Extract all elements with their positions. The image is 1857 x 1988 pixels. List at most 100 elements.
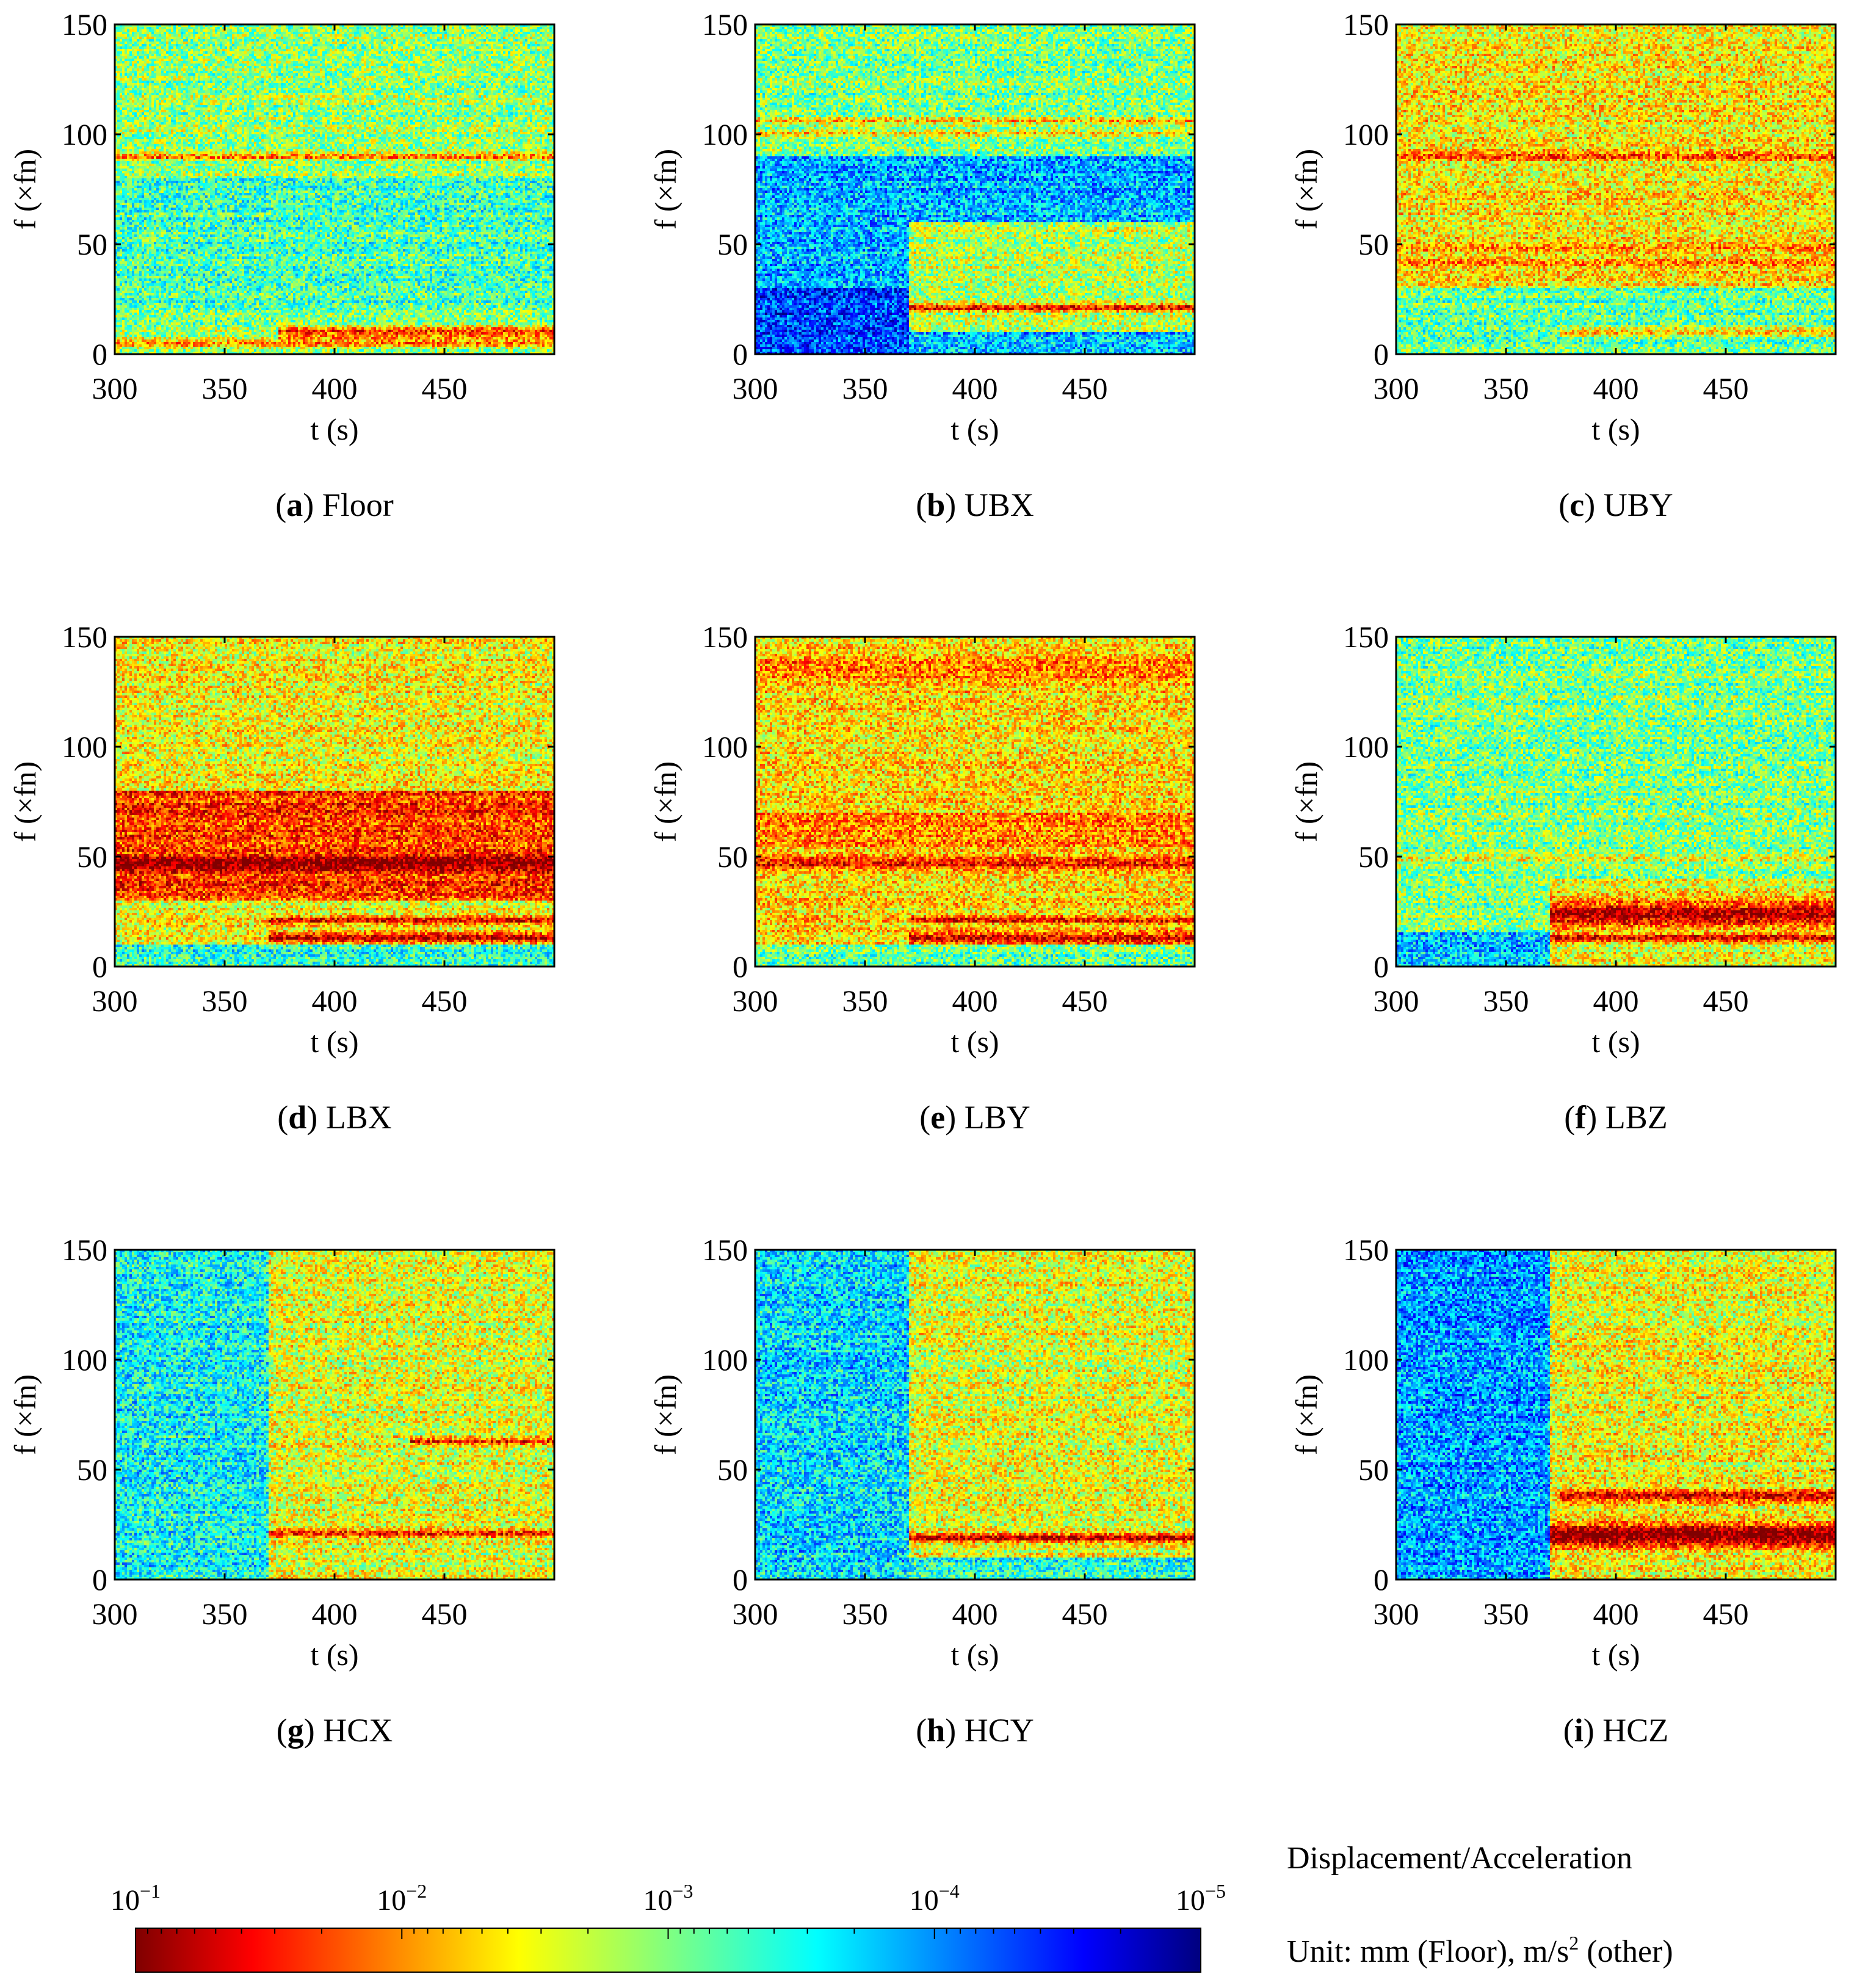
panel-e: 300 350 400 450 0 50 100 150 t (s) f (×fn) (e) LBY <box>648 620 1196 1136</box>
x-axis-label: t (s) <box>310 412 358 446</box>
panel-caption: (b) UBX <box>916 487 1034 523</box>
spectrogram-h <box>755 1250 1195 1580</box>
panel-caption: (i) HCZ <box>1563 1712 1668 1749</box>
caption-name: LBZ <box>1605 1099 1668 1136</box>
y-tick-label: 50 <box>77 840 107 874</box>
x-tick-label: 350 <box>1483 984 1529 1018</box>
y-tick-label: 100 <box>1343 730 1389 764</box>
y-axis-label: f (×fn) <box>1289 761 1323 842</box>
colorbar-unit-prefix: Unit: mm (Floor), m/s <box>1287 1934 1569 1969</box>
colorbar-label-exp: −4 <box>939 1880 960 1902</box>
panel-caption: (f) LBZ <box>1564 1099 1667 1136</box>
colorbar-label-exp: −2 <box>406 1880 427 1902</box>
colorbar-label-exp: −1 <box>140 1880 161 1902</box>
x-tick-label: 450 <box>1062 1597 1108 1631</box>
caption-name: LBX <box>326 1099 392 1136</box>
caption-open-paren: ( <box>1558 487 1569 523</box>
colorbar-label-exp: −5 <box>1205 1880 1226 1902</box>
caption-letter: a <box>286 487 303 523</box>
colorbar-ticks <box>147 1928 1201 1939</box>
y-tick-label: 50 <box>1358 227 1389 261</box>
caption-name: LBY <box>965 1099 1030 1136</box>
y-tick-label: 50 <box>717 1453 748 1487</box>
caption-open-paren: ( <box>277 1712 288 1749</box>
colorbar-label: 10−3 <box>643 1880 693 1917</box>
caption-open-paren: ( <box>277 1099 288 1136</box>
caption-open-paren: ( <box>916 487 927 523</box>
y-tick-label: 100 <box>62 730 107 764</box>
caption-open-paren: ( <box>919 1099 930 1136</box>
x-tick-label: 300 <box>92 371 138 405</box>
y-tick-label: 100 <box>702 730 748 764</box>
x-axis-label: t (s) <box>950 412 999 446</box>
y-tick-label: 150 <box>1343 1233 1389 1267</box>
y-tick-label: 50 <box>77 1453 107 1487</box>
colorbar-label-base: 10 <box>110 1884 140 1917</box>
y-tick-label: 150 <box>62 1233 107 1267</box>
y-axis-label: f (×fn) <box>648 761 682 842</box>
caption-name: UBX <box>965 487 1034 523</box>
y-tick-label: 100 <box>62 1343 107 1377</box>
x-tick-label: 400 <box>1593 1597 1639 1631</box>
x-tick-label: 300 <box>733 984 778 1018</box>
x-tick-label: 450 <box>422 984 468 1018</box>
caption-open-paren: ( <box>1563 1712 1574 1749</box>
caption-close-paren: ) <box>1586 1099 1605 1136</box>
x-axis-label: t (s) <box>310 1638 358 1672</box>
colorbar-unit-suffix: (other) <box>1579 1934 1673 1969</box>
caption-letter: g <box>288 1712 304 1749</box>
caption-name: UBY <box>1604 487 1673 523</box>
caption-close-paren: ) <box>945 487 964 523</box>
caption-letter: b <box>927 487 945 523</box>
spectrogram-b <box>755 24 1195 354</box>
y-tick-label: 0 <box>1374 949 1389 984</box>
y-tick-label: 50 <box>1358 1453 1389 1487</box>
y-tick-label: 0 <box>1374 337 1389 371</box>
caption-close-paren: ) <box>1584 1712 1602 1749</box>
y-tick-label: 50 <box>717 227 748 261</box>
x-tick-label: 350 <box>202 371 248 405</box>
y-tick-label: 0 <box>733 337 748 371</box>
panel-caption: (g) HCX <box>277 1712 393 1749</box>
colorbar-unit: Unit: mm (Floor), m/s2 (other) <box>1287 1932 1673 1969</box>
spectrogram-f <box>1396 637 1836 967</box>
colorbar: 10−1 10−2 10−3 10−4 10−5 Displacement/Accele… <box>110 1841 1673 1973</box>
caption-close-paren: ) <box>945 1099 964 1136</box>
colorbar-label-exp: −3 <box>672 1880 693 1902</box>
caption-letter: i <box>1574 1712 1584 1749</box>
x-tick-label: 450 <box>1062 371 1108 405</box>
spectrogram-d <box>115 637 554 967</box>
y-tick-label: 100 <box>62 117 107 151</box>
colorbar-labels: 10−1 10−2 10−3 10−4 10−5 <box>110 1880 1226 1917</box>
y-tick-label: 0 <box>733 1562 748 1597</box>
x-tick-label: 400 <box>1593 371 1639 405</box>
x-axis-label: t (s) <box>310 1025 358 1059</box>
spectrogram-e <box>755 637 1195 967</box>
y-tick-label: 100 <box>702 1343 748 1377</box>
colorbar-label-base: 10 <box>1176 1884 1205 1917</box>
y-axis-label: f (×fn) <box>1289 149 1323 230</box>
y-tick-label: 100 <box>1343 1343 1389 1377</box>
x-tick-label: 400 <box>952 1597 998 1631</box>
y-tick-label: 50 <box>1358 840 1389 874</box>
y-axis-label: f (×fn) <box>648 149 682 230</box>
panel-caption: (h) HCY <box>916 1712 1034 1749</box>
colorbar-label: 10−2 <box>377 1880 427 1917</box>
caption-name: Floor <box>322 487 394 523</box>
colorbar-label-base: 10 <box>643 1884 672 1917</box>
panel-a: 300 350 400 450 0 50 100 150 t (s) f (×fn) (a) Flo… <box>8 7 556 523</box>
x-axis-label: t (s) <box>950 1638 999 1672</box>
x-tick-label: 350 <box>1483 1597 1529 1631</box>
y-tick-label: 0 <box>733 949 748 984</box>
x-tick-label: 450 <box>1703 1597 1749 1631</box>
x-tick-label: 450 <box>422 1597 468 1631</box>
colorbar-label-base: 10 <box>377 1884 406 1917</box>
y-tick-label: 50 <box>77 227 107 261</box>
panel-d: 300 350 400 450 0 50 100 150 t (s) f (×fn) (d) LBX <box>8 620 556 1136</box>
x-tick-label: 350 <box>842 984 888 1018</box>
caption-name: HCY <box>965 1712 1034 1749</box>
caption-name: HCZ <box>1602 1712 1668 1749</box>
x-tick-label: 400 <box>312 371 358 405</box>
colorbar-label-base: 10 <box>910 1884 939 1917</box>
y-tick-label: 100 <box>1343 117 1389 151</box>
